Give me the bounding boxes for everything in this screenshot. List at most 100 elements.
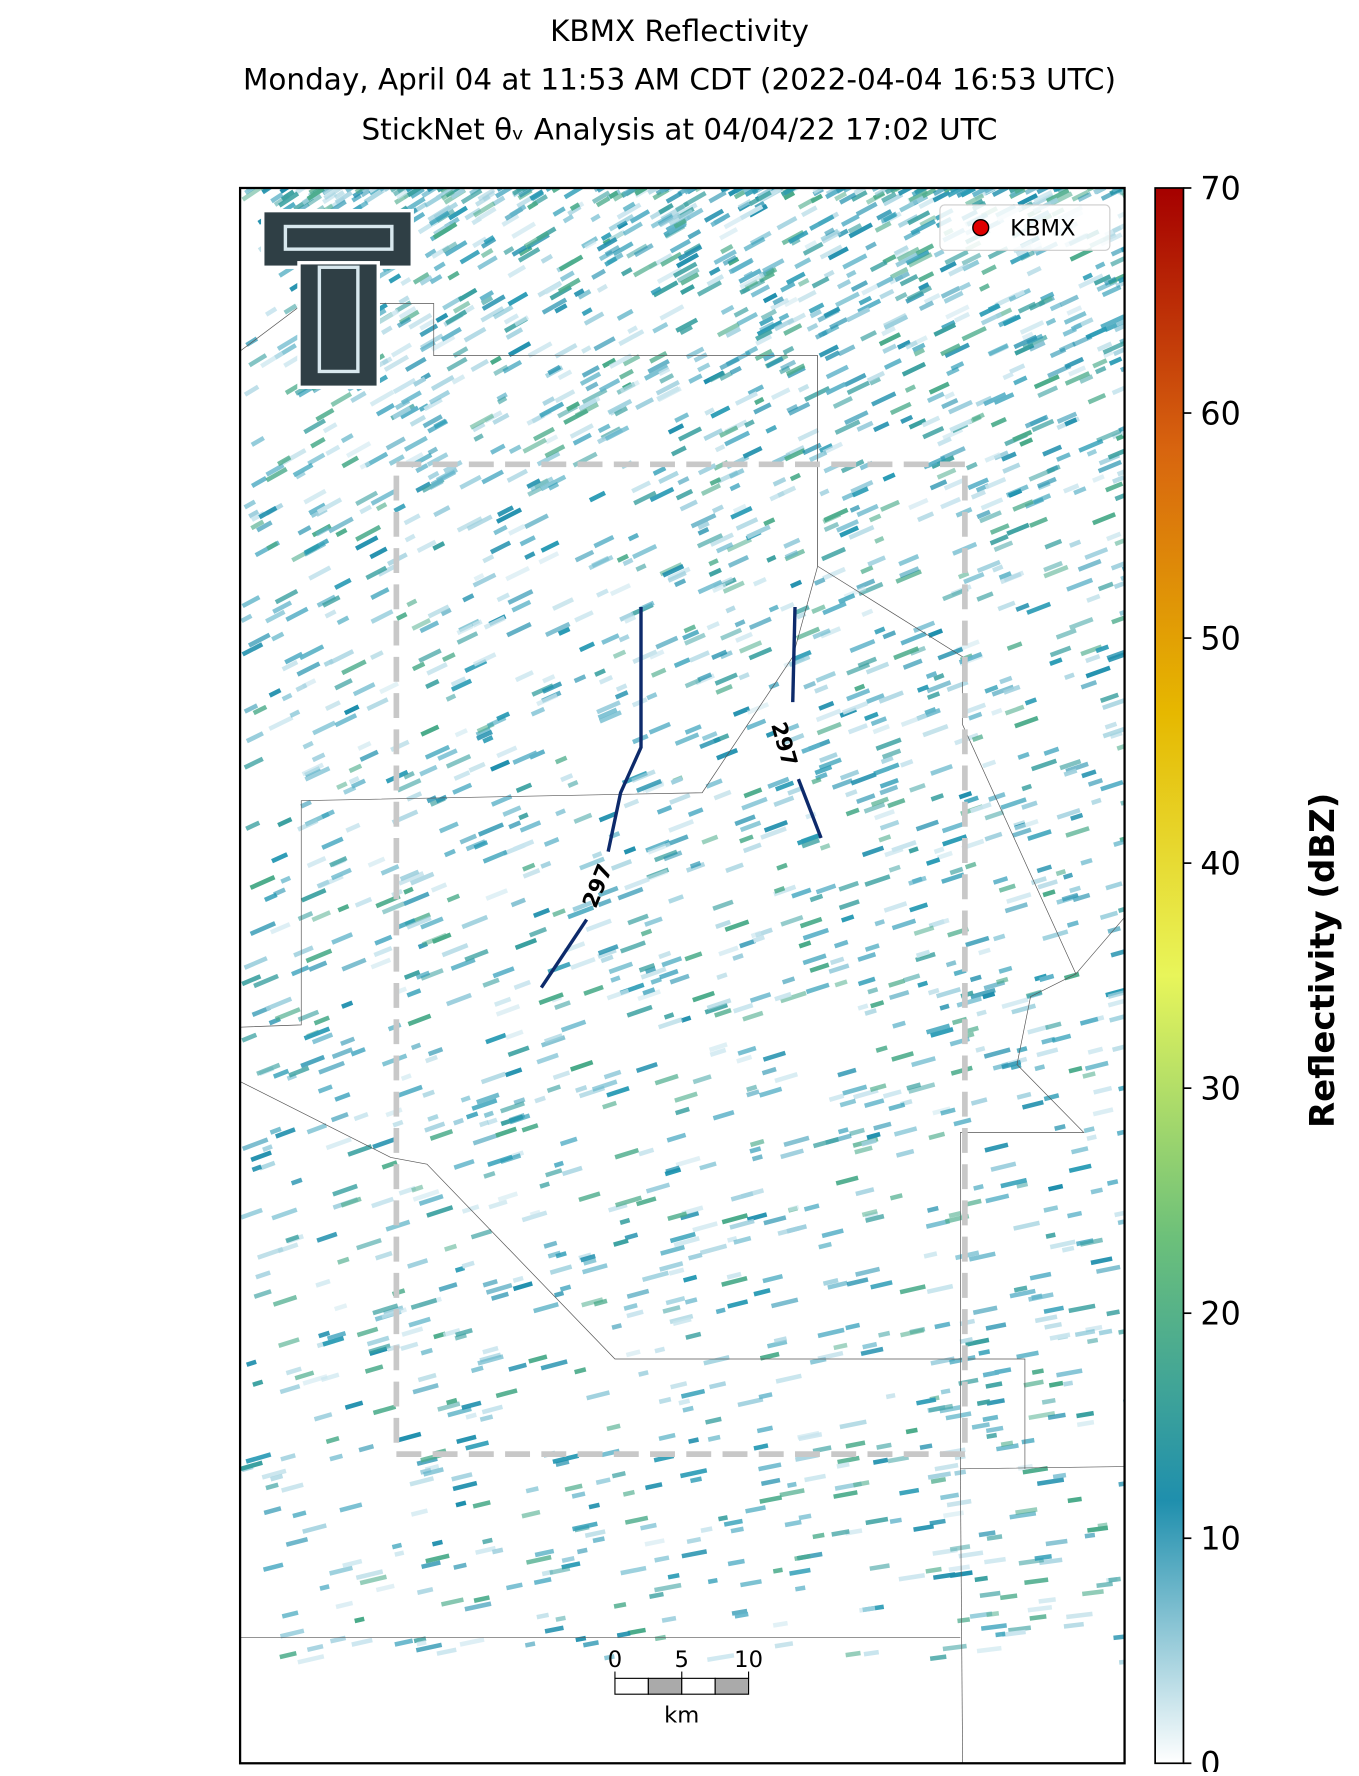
reflectivity-gate bbox=[539, 1181, 550, 1189]
reflectivity-gate bbox=[512, 1281, 533, 1292]
reflectivity-gate bbox=[1102, 727, 1125, 739]
reflectivity-gate bbox=[412, 271, 430, 285]
reflectivity-gate bbox=[794, 257, 812, 270]
reflectivity-gate bbox=[783, 296, 799, 308]
reflectivity-gate bbox=[832, 396, 853, 409]
reflectivity-gate bbox=[987, 343, 1009, 357]
reflectivity-gate bbox=[837, 344, 856, 357]
reflectivity-gate bbox=[658, 203, 674, 215]
reflectivity-gate bbox=[554, 303, 568, 314]
reflectivity-gate bbox=[703, 1355, 730, 1366]
reflectivity-gate bbox=[1029, 1614, 1047, 1621]
reflectivity-gate bbox=[864, 943, 880, 952]
reflectivity-gate bbox=[940, 1492, 960, 1501]
reflectivity-gate bbox=[495, 1126, 517, 1138]
reflectivity-gate bbox=[292, 462, 314, 478]
reflectivity-gate bbox=[865, 241, 877, 251]
reflectivity-gate bbox=[1106, 1309, 1120, 1317]
reflectivity-gate bbox=[369, 389, 395, 407]
reflectivity-gate bbox=[940, 285, 961, 299]
reflectivity-gate bbox=[916, 684, 930, 693]
reflectivity-gate bbox=[1049, 657, 1063, 667]
reflectivity-gate bbox=[442, 652, 456, 663]
reflectivity-gate bbox=[482, 1537, 493, 1545]
reflectivity-gate bbox=[708, 370, 726, 383]
reflectivity-gate bbox=[277, 816, 293, 828]
reflectivity-gate bbox=[600, 232, 612, 242]
reflectivity-gate bbox=[1055, 869, 1067, 877]
reflectivity-gate bbox=[1005, 484, 1029, 498]
reflectivity-gate bbox=[1021, 1100, 1044, 1110]
reflectivity-gate bbox=[291, 965, 310, 977]
reflectivity-gate bbox=[574, 549, 595, 563]
reflectivity-gate bbox=[865, 693, 885, 704]
reflectivity-gate bbox=[489, 540, 512, 555]
reflectivity-gate bbox=[741, 278, 766, 294]
reflectivity-gate bbox=[330, 867, 352, 881]
reflectivity-gate bbox=[964, 861, 977, 870]
reflectivity-gate bbox=[1077, 191, 1092, 203]
reflectivity-gate bbox=[728, 468, 745, 479]
reflectivity-gate bbox=[988, 792, 1006, 802]
reflectivity-gate bbox=[1118, 1658, 1125, 1665]
reflectivity-gate bbox=[460, 1095, 471, 1103]
reflectivity-gate bbox=[1070, 812, 1084, 821]
reflectivity-gate bbox=[483, 1110, 494, 1118]
reflectivity-gate bbox=[303, 1026, 331, 1041]
reflectivity-gate bbox=[928, 1403, 954, 1413]
reflectivity-gate bbox=[987, 303, 1000, 312]
reflectivity-gate bbox=[368, 1343, 391, 1355]
reflectivity-gate bbox=[657, 386, 682, 402]
reflectivity-gate bbox=[788, 723, 800, 732]
legend-label: KBMX bbox=[1010, 216, 1075, 242]
reflectivity-gate bbox=[606, 1086, 630, 1098]
reflectivity-gate bbox=[754, 348, 773, 362]
reflectivity-gate bbox=[758, 1086, 783, 1098]
reflectivity-gate bbox=[744, 187, 766, 197]
reflectivity-gate bbox=[482, 735, 494, 744]
reflectivity-gate bbox=[456, 1434, 477, 1444]
reflectivity-gate bbox=[690, 513, 717, 529]
reflectivity-gate bbox=[946, 680, 969, 692]
reflectivity-gate bbox=[364, 1364, 384, 1374]
reflectivity-gate bbox=[852, 1480, 870, 1488]
reflectivity-gate bbox=[815, 708, 842, 723]
reflectivity-gate bbox=[689, 860, 702, 869]
reflectivity-gate bbox=[1080, 679, 1098, 690]
reflectivity-gate bbox=[1074, 1328, 1096, 1338]
reflectivity-gate bbox=[248, 353, 268, 368]
reflectivity-gate bbox=[1059, 759, 1082, 771]
reflectivity-gate bbox=[507, 1045, 530, 1058]
reflectivity-gate bbox=[410, 871, 435, 886]
reflectivity-gate bbox=[674, 1091, 698, 1103]
reflectivity-gate bbox=[812, 628, 831, 640]
reflectivity-gate bbox=[720, 304, 735, 315]
reflectivity-gate bbox=[453, 1159, 475, 1170]
reflectivity-gate bbox=[667, 187, 678, 192]
colorbar-tick-label: 0 bbox=[1200, 1747, 1220, 1772]
reflectivity-gate bbox=[450, 187, 466, 200]
reflectivity-gate bbox=[755, 334, 773, 346]
reflectivity-gate bbox=[743, 787, 763, 799]
reflectivity-gate bbox=[245, 1452, 272, 1464]
colorbar-tick-label: 70 bbox=[1200, 171, 1240, 207]
reflectivity-gate bbox=[281, 1482, 304, 1493]
reflectivity-gate bbox=[675, 317, 699, 333]
reflectivity-gate bbox=[595, 196, 611, 208]
reflectivity-gate bbox=[251, 1005, 271, 1017]
reflectivity-gate bbox=[574, 610, 594, 623]
scale-unit: km bbox=[664, 1703, 699, 1729]
reflectivity-gate bbox=[931, 917, 950, 928]
reflectivity-gate bbox=[658, 212, 681, 228]
reflectivity-gate bbox=[668, 819, 695, 833]
reflectivity-gate bbox=[846, 1277, 869, 1287]
reflectivity-gate bbox=[981, 264, 997, 276]
reflectivity-gate bbox=[276, 334, 300, 351]
reflectivity-gate bbox=[726, 537, 753, 553]
reflectivity-gate bbox=[905, 249, 930, 266]
reflectivity-gate bbox=[507, 291, 529, 307]
reflectivity-gate bbox=[364, 451, 389, 468]
reflectivity-gate bbox=[527, 486, 543, 497]
reflectivity-gate bbox=[532, 907, 551, 918]
reflectivity-gate bbox=[514, 937, 538, 950]
